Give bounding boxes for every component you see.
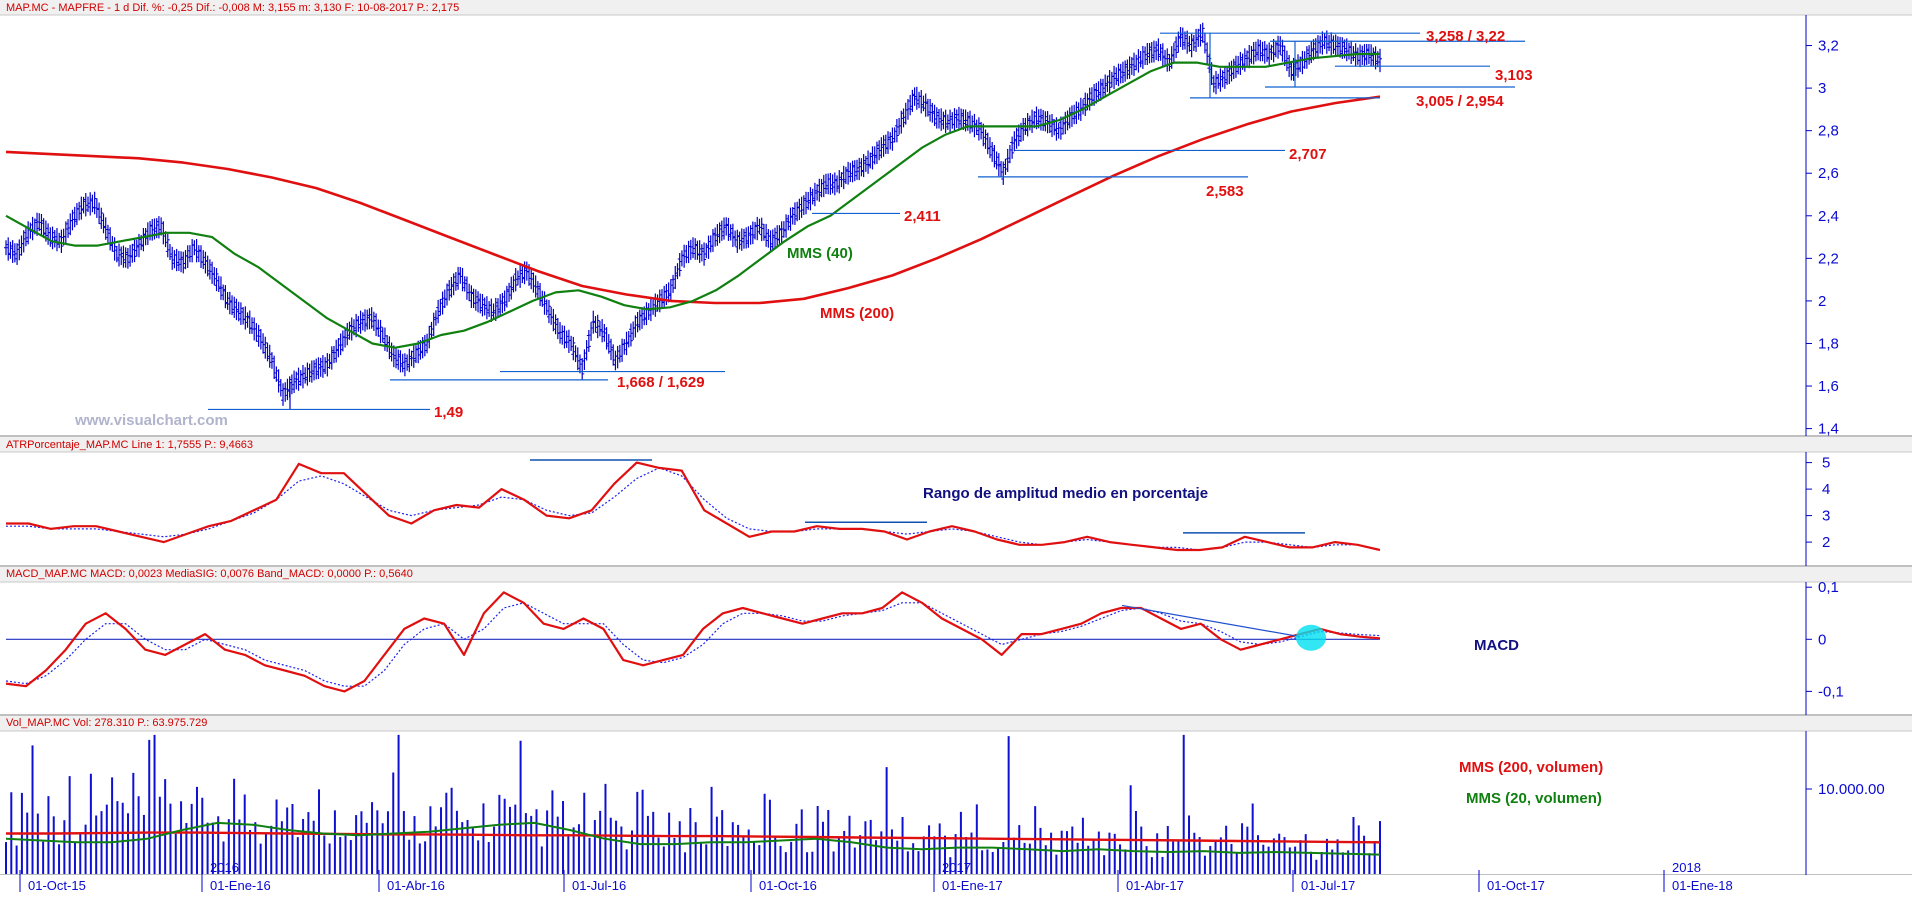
price-axis-label: 2,2 xyxy=(1818,250,1839,267)
header-macd: MACD_MAP.MC MACD: 0,0023 MediaSIG: 0,007… xyxy=(6,568,413,580)
header-atr: ATRPorcentaje_MAP.MC Line 1: 1,7555 P.: … xyxy=(6,439,253,451)
year-label: 2017 xyxy=(942,860,971,875)
year-label: 2018 xyxy=(1672,860,1701,875)
panel-header-bar xyxy=(0,437,1912,452)
date-label: 01-Oct-16 xyxy=(759,878,817,892)
price-axis-label: 2,6 xyxy=(1818,165,1839,182)
date-label: 01-Abr-17 xyxy=(1126,878,1184,892)
volume-axis-label: 10.000.00 xyxy=(1818,781,1885,798)
level-label: 3,005 / 2,954 xyxy=(1416,93,1504,110)
atr-axis-label: 5 xyxy=(1822,455,1830,472)
date-label: 01-Ene-16 xyxy=(210,878,271,892)
level-label: 3,258 / 3,22 xyxy=(1426,28,1505,45)
macd-axis-label: 0 xyxy=(1818,631,1826,648)
macd-trendline xyxy=(1121,604,1301,638)
header-volume: Vol_MAP.MC Vol: 278.310 P.: 63.975.729 xyxy=(6,717,207,729)
panel-header-bar xyxy=(0,716,1912,731)
vol-ma200-label: MMS (200, volumen) xyxy=(1459,759,1603,776)
panel-header-bar xyxy=(0,567,1912,582)
mms200-label: MMS (200) xyxy=(820,305,894,322)
date-label: 01-Ene-17 xyxy=(942,878,1003,892)
level-label: 1,668 / 1,629 xyxy=(617,374,705,391)
date-label: 01-Abr-16 xyxy=(387,878,445,892)
vol-ma20-label: MMS (20, volumen) xyxy=(1466,790,1602,807)
price-axis-label: 1,4 xyxy=(1818,421,1839,438)
date-label: 01-Jul-16 xyxy=(572,878,626,892)
date-label: 01-Ene-18 xyxy=(1672,878,1733,892)
level-label: 2,707 xyxy=(1289,146,1327,163)
mms40-label: MMS (40) xyxy=(787,245,853,262)
level-label: 2,583 xyxy=(1206,183,1244,200)
price-axis-label: 2,8 xyxy=(1818,123,1839,140)
atr-axis-label: 3 xyxy=(1822,508,1830,525)
macd-axis-label: 0,1 xyxy=(1818,579,1839,596)
date-label: 01-Oct-17 xyxy=(1487,878,1545,892)
date-label: 01-Oct-15 xyxy=(28,878,86,892)
price-axis-label: 3,2 xyxy=(1818,38,1839,55)
level-label: 1,49 xyxy=(434,404,463,421)
atr-axis-label: 4 xyxy=(1822,481,1830,498)
volume-ma200-line xyxy=(6,831,1381,844)
price-axis-label: 2,4 xyxy=(1818,208,1839,225)
price-axis-label: 2 xyxy=(1818,293,1826,310)
level-label: 2,411 xyxy=(904,208,941,225)
volume-ma20-line xyxy=(5,821,1381,856)
macd-crossover-highlight xyxy=(1296,624,1326,651)
date-strip xyxy=(0,875,1912,892)
macd-line xyxy=(5,591,1381,693)
watermark: www.visualchart.com xyxy=(74,412,228,429)
price-axis-label: 1,8 xyxy=(1818,335,1839,352)
date-label: 01-Jul-17 xyxy=(1301,878,1355,892)
atr-signal-line xyxy=(6,467,1381,551)
year-label: 2016 xyxy=(210,860,239,875)
price-axis-label: 3 xyxy=(1818,80,1826,97)
price-axis-label: 1,6 xyxy=(1818,378,1839,395)
macd-axis-label: -0,1 xyxy=(1818,683,1844,700)
macd-signal-line xyxy=(5,602,1381,687)
macd-title: MACD xyxy=(1474,637,1519,654)
atr-title: Rango de amplitud medio en porcentaje xyxy=(923,485,1208,502)
panel-header-bar xyxy=(0,0,1912,15)
atr-line xyxy=(6,461,1381,552)
header-price: MAP.MC - MAPFRE - 1 d Dif. %: -0,25 Dif.… xyxy=(6,2,459,14)
mms40-line xyxy=(5,52,1380,349)
level-label: 3,103 xyxy=(1495,67,1533,84)
atr-axis-label: 2 xyxy=(1822,534,1830,551)
